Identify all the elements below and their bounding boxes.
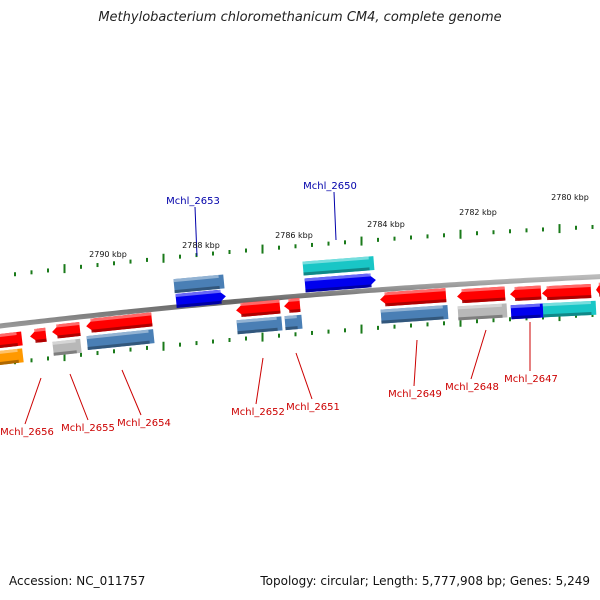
gene-arrow-mchl-2647 — [542, 283, 592, 301]
scale-label: 2784 kbp — [367, 220, 405, 229]
scale-labels: 2790 kbp 2788 kbp 2786 kbp 2784 kbp 2782 kbp… — [89, 193, 589, 259]
gene-bar-mchl-2651 — [284, 314, 303, 331]
gene-arrow-mchl-2650 — [304, 273, 376, 293]
accession-text: Accession: NC_011757 — [9, 574, 146, 588]
summary-text: Topology: circular; Length: 5,777,908 bp… — [260, 574, 590, 588]
gene-bar-mchl-2654 — [86, 329, 155, 351]
scale-label: 2790 kbp — [89, 250, 127, 259]
gene-label-mchl-2654[interactable]: Mchl_2654 — [117, 418, 171, 429]
scale-label: 2788 kbp — [182, 241, 220, 250]
label-leader — [69, 373, 89, 421]
gene-bar-mchl-2655 — [52, 338, 82, 356]
label-leaders — [24, 191, 531, 425]
label-leader — [333, 191, 337, 241]
gene-features — [0, 256, 600, 366]
gene-label-mchl-2656[interactable]: Mchl_2656 — [0, 427, 54, 438]
genome-backbone — [0, 274, 600, 329]
backbone — [0, 274, 600, 329]
gene-arrow-mchl-2648 — [457, 286, 506, 304]
gene-arrow-mchl-2649 — [380, 288, 447, 307]
gene-label-mchl-2647[interactable]: Mchl_2647 — [504, 374, 558, 385]
scale-label: 2782 kbp — [459, 208, 497, 217]
scale-label: 2780 kbp — [551, 193, 589, 202]
gene-label-mchl-2648[interactable]: Mchl_2648 — [445, 382, 499, 393]
gene-bar-mchl-2649 — [380, 305, 449, 324]
gene-arrow-mchl-2651 — [284, 297, 301, 313]
gene-bar-mchl-2650-outer — [302, 256, 375, 276]
scale-label: 2786 kbp — [275, 231, 313, 240]
gene-arrow-mchl-2652 — [236, 299, 281, 317]
gene-label-mchl-2650[interactable]: Mchl_2650 — [303, 181, 357, 192]
gene-label-mchl-2649[interactable]: Mchl_2649 — [388, 389, 442, 400]
gene-bar-mchl-2647-cyan — [542, 300, 597, 318]
label-leader — [470, 329, 487, 380]
gene-arrow-mchl-2653 — [175, 289, 226, 308]
gene-label-mchl-2652[interactable]: Mchl_2652 — [231, 407, 285, 418]
gene-bar-mchl-2656 — [0, 348, 24, 366]
label-leader — [194, 206, 198, 257]
gene-bar-mchl-2648 — [457, 303, 508, 321]
gene-bar-mchl-2652 — [236, 316, 283, 335]
gene-label-mchl-2653[interactable]: Mchl_2653 — [166, 196, 220, 207]
gene-label-mchl-2655[interactable]: Mchl_2655 — [61, 423, 115, 434]
gene-arrow-edge — [596, 282, 600, 297]
gene-arrow-mchl-2647-a — [510, 285, 542, 301]
gene-arrow-mchl-2654 — [86, 312, 153, 333]
gene-label-mchl-2651[interactable]: Mchl_2651 — [286, 402, 340, 413]
map-title: Methylobacterium chloromethanicum CM4, c… — [98, 10, 502, 25]
gene-arrow-mchl-2656 — [0, 331, 23, 349]
label-leader — [24, 377, 42, 425]
gene-bar-mchl-2647 — [510, 303, 546, 320]
label-leader — [413, 339, 418, 387]
label-leader — [255, 357, 264, 405]
label-leader — [295, 352, 313, 400]
gene-bar-mchl-2653-outer — [173, 274, 225, 294]
label-leader — [121, 369, 142, 416]
gene-arrow-mchl-2655-a — [30, 327, 47, 343]
gene-arrow-mchl-2655 — [52, 322, 81, 339]
